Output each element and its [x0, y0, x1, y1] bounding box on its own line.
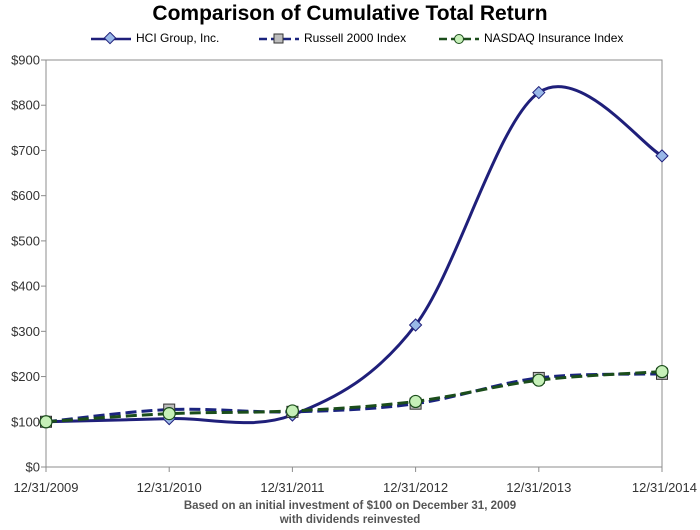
y-tick-label: $200 [11, 369, 40, 384]
data-point-nasdaq [162, 407, 176, 421]
y-tick-label: $100 [11, 414, 40, 429]
data-point-hci [655, 149, 669, 163]
x-tick-label: 12/31/2013 [506, 480, 571, 495]
series-line-hci [45, 85, 663, 425]
series-lines [45, 85, 663, 425]
legend-swatch-hci [91, 32, 131, 45]
legend-label-hci: HCI Group, Inc. [136, 31, 220, 45]
data-point-nasdaq [39, 415, 53, 429]
x-tick-label: 12/31/2011 [260, 480, 324, 495]
x-tick-label: 12/31/2014 [632, 480, 697, 495]
y-tick-label: $900 [11, 53, 40, 68]
x-tick-label: 12/31/2012 [383, 480, 448, 495]
y-tick-label: $0 [26, 460, 40, 475]
legend-swatch-russell [259, 33, 299, 44]
data-point-nasdaq [409, 394, 423, 409]
y-tick-label: $800 [11, 98, 40, 113]
series-line-russell [45, 372, 663, 424]
axes: $0 $100 $200 $300 $400 $500 $600 $700 $800 $900 12… [11, 53, 697, 496]
data-point-hci [408, 318, 423, 332]
y-tick-label: $400 [11, 279, 40, 294]
data-point-nasdaq [285, 404, 299, 418]
legend: HCI Group, Inc. Russell 2000 Index NASDA… [0, 30, 700, 48]
y-tick-label: $300 [11, 324, 40, 339]
legend-label-nasdaq: NASDAQ Insurance Index [484, 31, 624, 45]
data-point-nasdaq [532, 373, 546, 387]
footnote-line-2: with dividends reinvested [279, 514, 421, 526]
plot-area: $0 $100 $200 $300 $400 $500 $600 $700 $800 $900 12… [11, 53, 697, 496]
footnote: Based on an initial investment of $100 o… [0, 499, 700, 527]
chart-title: Comparison of Cumulative Total Return [152, 2, 548, 25]
plot-border [45, 59, 663, 468]
y-tick-label: $500 [11, 233, 40, 248]
x-tick-label: 12/31/2010 [137, 480, 202, 495]
data-point-hci [532, 85, 546, 100]
series-markers [39, 85, 669, 429]
data-point-nasdaq [655, 364, 669, 379]
x-tick-label: 12/31/2009 [13, 480, 78, 495]
series-line-nasdaq [45, 370, 663, 424]
footnote-line-1: Based on an initial investment of $100 o… [183, 500, 517, 512]
y-tick-label: $700 [11, 143, 40, 158]
y-tick-label: $600 [11, 188, 40, 203]
legend-label-russell: Russell 2000 Index [304, 31, 407, 45]
legend-swatch-nasdaq [439, 34, 479, 44]
